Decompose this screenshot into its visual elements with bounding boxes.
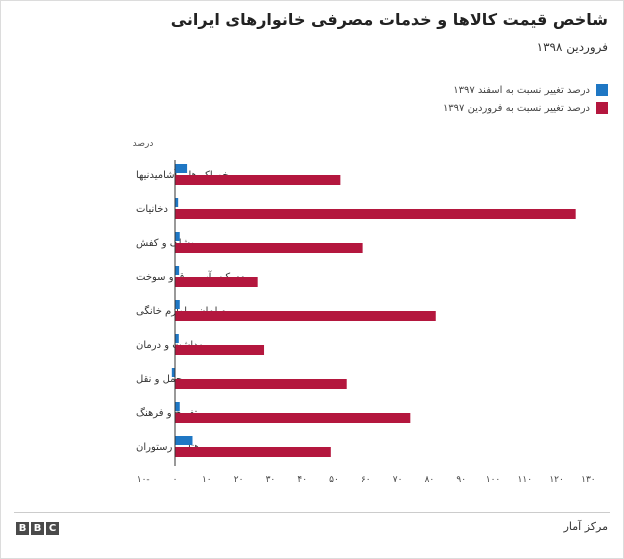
bar-monthly-change bbox=[175, 402, 180, 411]
bar-monthly-change bbox=[175, 436, 193, 445]
x-tick-label: ۲۰ bbox=[234, 475, 244, 485]
bbc-logo-letter: C bbox=[46, 522, 59, 535]
x-tick-label: ۶۰ bbox=[361, 475, 371, 485]
category-label: هتل و رستوران bbox=[136, 442, 199, 453]
chart-title: شاخص قیمت کالاها و خدمات مصرفی خانوارهای… bbox=[170, 10, 608, 29]
bar-yearly-change bbox=[175, 345, 265, 355]
category-label: دخانیات bbox=[136, 204, 168, 215]
bbc-logo-letter: B bbox=[16, 522, 29, 535]
x-tick-label: ۱۰- bbox=[137, 475, 150, 485]
bar-monthly-change bbox=[175, 300, 180, 309]
legend-label-monthly: درصد تغییر نسبت به اسفند ۱۳۹۷ bbox=[453, 84, 590, 96]
bar-yearly-change bbox=[175, 277, 258, 287]
bar-monthly-change bbox=[175, 334, 179, 343]
bar-yearly-change bbox=[175, 447, 331, 457]
legend-swatch-yearly bbox=[596, 102, 608, 114]
bar-yearly-change bbox=[175, 413, 411, 423]
bar-monthly-change bbox=[175, 266, 180, 275]
legend-swatch-monthly bbox=[596, 84, 608, 96]
bar-yearly-change bbox=[175, 175, 341, 185]
bbc-logo: B B C bbox=[16, 522, 59, 535]
x-tick-label: ۱۰۰ bbox=[486, 475, 501, 485]
legend-item-monthly: درصد تغییر نسبت به اسفند ۱۳۹۷ bbox=[443, 82, 608, 98]
bar-monthly-change bbox=[171, 368, 175, 377]
legend-label-yearly: درصد تغییر نسبت به فروردین ۱۳۹۷ bbox=[442, 102, 590, 114]
x-tick-label: ۱۲۰ bbox=[549, 475, 564, 485]
category-label: بهداشت و درمان bbox=[136, 340, 206, 351]
chart-legend: درصد تغییر نسبت به اسفند ۱۳۹۷ درصد تغییر… bbox=[443, 82, 608, 118]
bar-monthly-change bbox=[175, 198, 179, 207]
axis-unit-label: درصد bbox=[133, 139, 154, 149]
chart-subtitle: فروردین ۱۳۹۸ bbox=[536, 40, 608, 54]
legend-item-yearly: درصد تغییر نسبت به فروردین ۱۳۹۷ bbox=[443, 100, 608, 116]
x-tick-label: ۳۰ bbox=[266, 475, 276, 485]
x-tick-label: ۸۰ bbox=[425, 475, 435, 485]
bbc-logo-letter: B bbox=[31, 522, 44, 535]
bar-yearly-change bbox=[175, 379, 347, 389]
x-tick-label: ۴۰ bbox=[297, 475, 307, 485]
bar-monthly-change bbox=[175, 232, 180, 241]
x-tick-label: ۱۰ bbox=[202, 475, 212, 485]
bar-yearly-change bbox=[175, 209, 576, 219]
x-tick-label: ۹۰ bbox=[456, 475, 466, 485]
footer-divider bbox=[14, 512, 610, 513]
x-tick-label: ۵۰ bbox=[329, 475, 339, 485]
category-label: پوشاک و کفش bbox=[136, 238, 198, 249]
x-tick-label: ۱۳۰ bbox=[581, 475, 596, 485]
x-tick-label: ۱۱۰ bbox=[518, 475, 533, 485]
bar-monthly-change bbox=[175, 164, 188, 173]
source-label: مرکز آمار bbox=[563, 520, 608, 533]
bar-yearly-change bbox=[175, 243, 363, 253]
x-tick-label: ۷۰ bbox=[393, 475, 403, 485]
category-label: حمل و نقل bbox=[136, 374, 182, 385]
x-tick-label: ۰ bbox=[173, 475, 178, 485]
bar-yearly-change bbox=[175, 311, 436, 321]
